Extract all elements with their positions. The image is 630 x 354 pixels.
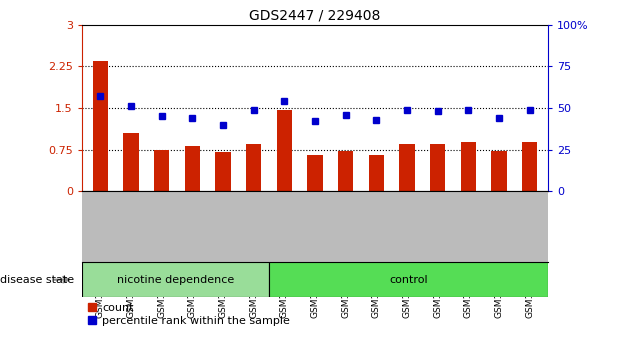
Bar bbox=[399, 144, 415, 191]
Bar bbox=[369, 155, 384, 191]
Bar bbox=[123, 133, 139, 191]
Bar bbox=[491, 151, 507, 191]
Bar bbox=[82, 262, 269, 297]
Bar bbox=[269, 262, 548, 297]
Bar bbox=[185, 146, 200, 191]
Bar bbox=[522, 142, 537, 191]
Bar bbox=[461, 142, 476, 191]
Bar bbox=[307, 155, 323, 191]
Bar bbox=[154, 149, 169, 191]
Bar bbox=[338, 151, 353, 191]
Title: GDS2447 / 229408: GDS2447 / 229408 bbox=[249, 8, 381, 22]
Bar bbox=[277, 110, 292, 191]
Text: disease state: disease state bbox=[0, 275, 74, 285]
Text: control: control bbox=[389, 275, 428, 285]
Bar bbox=[430, 144, 445, 191]
Bar bbox=[93, 61, 108, 191]
Bar bbox=[246, 144, 261, 191]
Text: nicotine dependence: nicotine dependence bbox=[117, 275, 234, 285]
Legend: count, percentile rank within the sample: count, percentile rank within the sample bbox=[88, 303, 290, 326]
Bar bbox=[215, 152, 231, 191]
